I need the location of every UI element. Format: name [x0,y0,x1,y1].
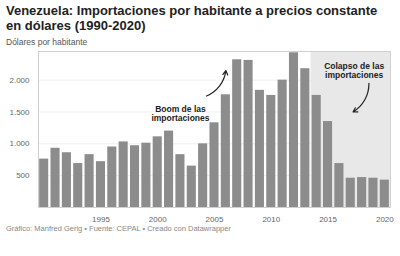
svg-text:Colapso de lasimportaciones: Colapso de lasimportaciones [324,61,384,80]
svg-text:1.000: 1.000 [9,139,30,148]
svg-text:2000: 2000 [149,215,167,223]
svg-text:500: 500 [16,171,30,180]
svg-text:1995: 1995 [92,215,110,223]
svg-text:Boom de lasimportaciones: Boom de lasimportaciones [151,104,209,123]
svg-text:2005: 2005 [206,215,224,223]
html-text:Gráfico: Manfred Gerig • Fuent: Gráfico: Manfred Gerig • Fuente: CEPAL •… [6,224,231,233]
svg-text:2020: 2020 [376,215,394,223]
html-text:Dólares por habitante: Dólares por habitante [6,37,88,47]
svg-text:2.000: 2.000 [9,76,30,85]
svg-text:2015: 2015 [319,215,337,223]
svg-text:1.500: 1.500 [9,108,30,117]
svg-text:2010: 2010 [262,215,280,223]
html-text:Venezuela: Importaciones por h: Venezuela: Importaciones por habitante a… [6,3,378,33]
